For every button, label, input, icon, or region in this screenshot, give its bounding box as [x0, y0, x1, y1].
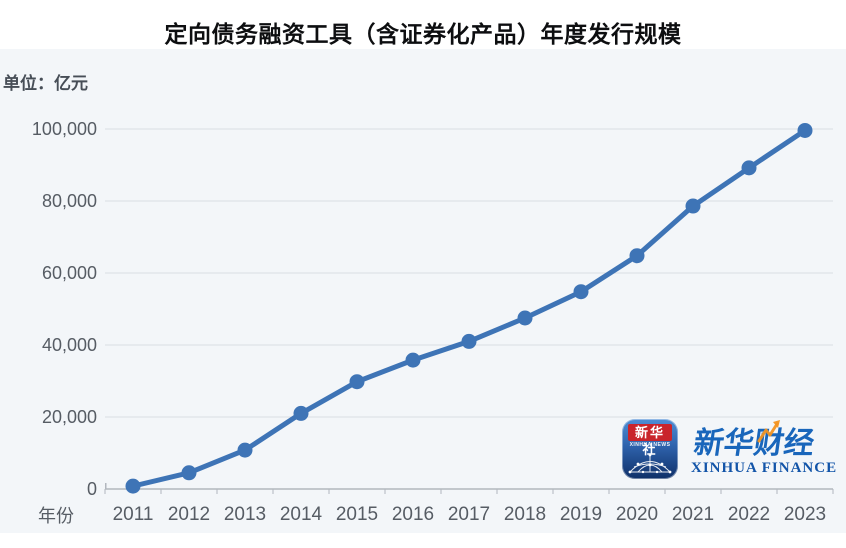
xinhua-news-app-icon: 新华社 XINHUA NEWS	[622, 419, 678, 479]
svg-text:2013: 2013	[224, 504, 266, 525]
x-axis-title: 年份	[38, 506, 74, 526]
svg-text:80,000: 80,000	[42, 191, 97, 211]
chart-title: 定向债务融资工具（含证券化产品）年度发行规模	[164, 21, 682, 47]
svg-text:0: 0	[87, 479, 97, 499]
svg-text:2016: 2016	[392, 504, 434, 525]
svg-text:2022: 2022	[728, 504, 770, 525]
brand-name-english: XINHUA FINANCE	[691, 460, 838, 476]
finance-trend-arrow-icon	[757, 420, 780, 443]
brand-name-chinese: 新华财经	[691, 427, 817, 460]
svg-text:2020: 2020	[616, 504, 658, 525]
svg-text:20,000: 20,000	[42, 407, 97, 427]
y-axis-unit-label: 单位：亿元	[3, 74, 88, 93]
app-icon-subtitle-label: XINHUA NEWS	[629, 442, 671, 448]
svg-text:100,000: 100,000	[32, 119, 97, 139]
svg-text:2015: 2015	[336, 504, 378, 525]
svg-text:2019: 2019	[560, 504, 602, 525]
svg-text:2021: 2021	[672, 504, 714, 525]
svg-text:2018: 2018	[504, 504, 546, 525]
svg-text:2014: 2014	[280, 504, 323, 525]
svg-text:2012: 2012	[168, 504, 210, 525]
svg-text:60,000: 60,000	[42, 263, 97, 283]
svg-text:2011: 2011	[113, 504, 154, 525]
app-icon-name-label: 新华社	[628, 424, 672, 457]
svg-text:2017: 2017	[448, 504, 490, 525]
chart-panel-background	[0, 49, 846, 533]
svg-text:2023: 2023	[784, 504, 826, 525]
xinhua-finance-logo: 新华社 XINHUA NEWS 新华财经 XINHUA FINANCE	[622, 417, 838, 479]
globe-network-icon	[628, 453, 672, 474]
svg-text:40,000: 40,000	[42, 335, 97, 355]
